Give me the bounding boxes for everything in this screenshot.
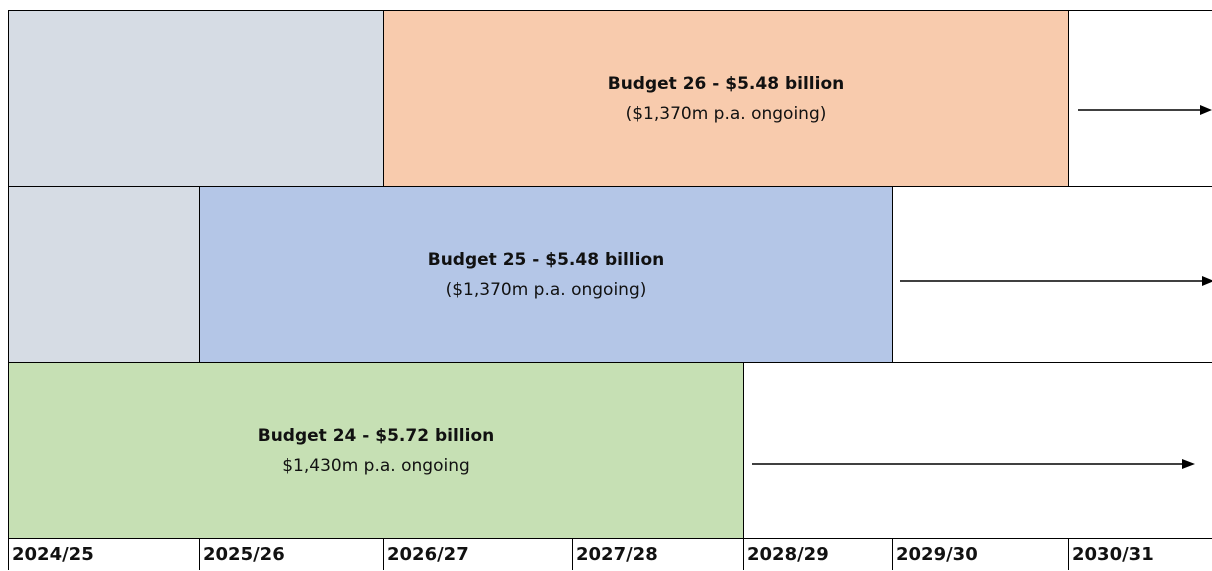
year-label: 2028/29 <box>743 538 893 570</box>
year-label: 2026/27 <box>383 538 573 570</box>
budget-block <box>383 10 1069 187</box>
year-label: 2025/26 <box>199 538 384 570</box>
budget-block <box>8 362 744 539</box>
budget-label: Budget 26 - $5.48 billion ($1,370m p.a. … <box>383 10 1069 187</box>
budget-subtitle: ($1,370m p.a. ongoing) <box>625 103 827 124</box>
ongoing-arrow <box>900 276 1212 286</box>
budget-title: Budget 26 - $5.48 billion <box>607 73 845 94</box>
ongoing-arrow <box>752 459 1195 469</box>
budget-title: Budget 24 - $5.72 billion <box>257 425 495 446</box>
budget-subtitle: $1,430m p.a. ongoing <box>282 455 470 476</box>
year-label: 2029/30 <box>892 538 1069 570</box>
year-label: 2030/31 <box>1068 538 1212 570</box>
ongoing-block <box>1068 10 1212 187</box>
budget-title: Budget 25 - $5.48 billion <box>427 249 665 270</box>
year-label: 2027/28 <box>572 538 744 570</box>
ongoing-block <box>892 186 1212 363</box>
year-label: 2024/25 <box>8 538 200 570</box>
prior-period <box>8 186 200 363</box>
ongoing-block <box>743 362 1212 539</box>
budget-subtitle: ($1,370m p.a. ongoing) <box>445 279 647 300</box>
prior-period <box>8 10 384 187</box>
budget-label: Budget 24 - $5.72 billion $1,430m p.a. o… <box>8 362 744 539</box>
budget-label: Budget 25 - $5.48 billion ($1,370m p.a. … <box>199 186 893 363</box>
ongoing-arrow <box>1078 105 1212 115</box>
budget-block <box>199 186 893 363</box>
